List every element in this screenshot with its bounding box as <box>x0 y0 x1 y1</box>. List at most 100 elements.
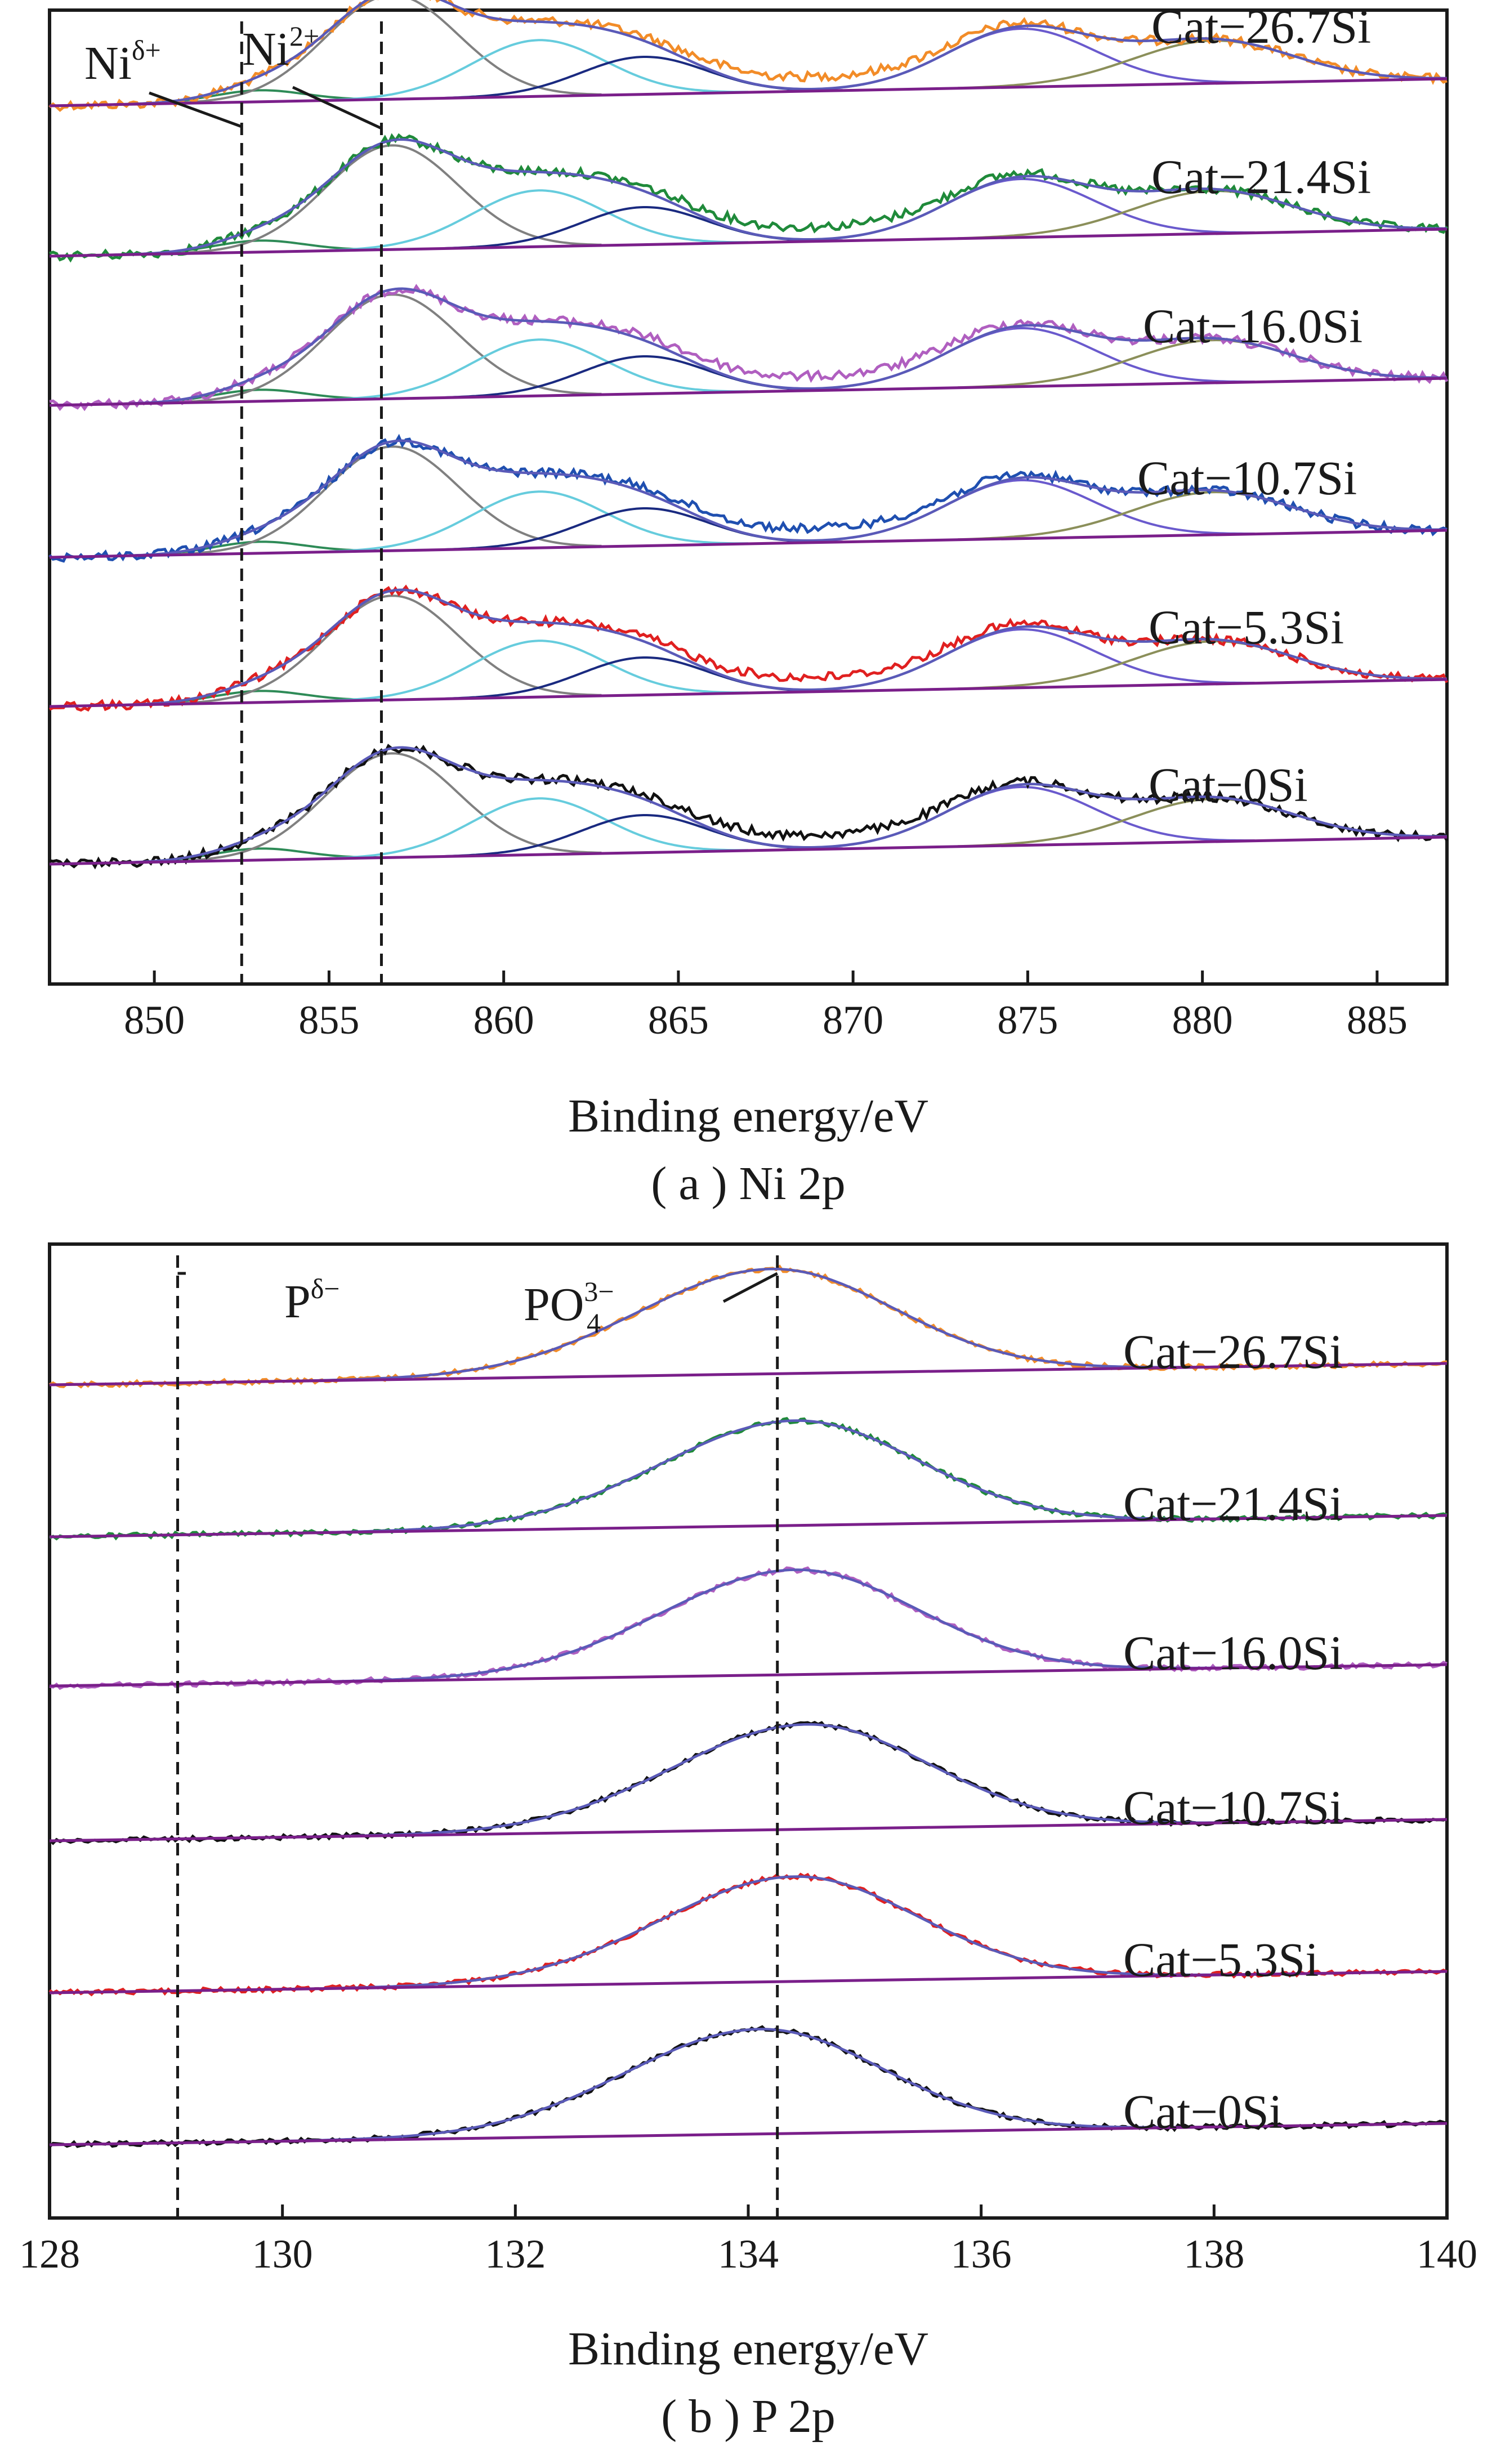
component-peak <box>329 39 748 101</box>
background-line <box>49 77 1448 108</box>
series-label: Cat−16.0Si <box>1123 1626 1343 1680</box>
series-label: Cat−5.3Si <box>1149 600 1344 654</box>
series-label: Cat−26.7Si <box>1151 0 1371 53</box>
reference-label: Pδ− <box>284 1273 340 1328</box>
series-label: Cat−0Si <box>1149 758 1308 812</box>
raw-spectrum-line <box>49 744 1449 870</box>
fit-envelope-line <box>49 439 1447 559</box>
background-line <box>49 529 1448 559</box>
series-label: Cat−10.7Si <box>1123 1781 1343 1835</box>
component-peak <box>329 490 748 553</box>
component-peak <box>182 144 602 254</box>
ni-spectrum: Cat−10.7Si <box>48 433 1448 563</box>
panel-a-x-axis: 850 855 860 865 870 875 880 885 <box>124 971 1408 1043</box>
component-peak <box>329 797 748 860</box>
x-tick-label: 136 <box>951 2232 1012 2277</box>
ni-spectrum: Cat−16.0Si <box>49 284 1449 412</box>
reference-callout-line <box>292 86 382 130</box>
background-line <box>49 1970 1448 1995</box>
background-line <box>49 1663 1448 1688</box>
reference-callout-line <box>722 1272 778 1303</box>
reference-label-sup: δ− <box>311 1273 340 1304</box>
component-peak <box>329 189 748 252</box>
panel-b-xlabel: Binding energy/eV <box>568 2323 928 2375</box>
panel-b-caption: ( b ) P 2p <box>661 2390 836 2443</box>
background-line <box>49 835 1448 866</box>
x-tick-label: 134 <box>718 2232 779 2277</box>
reference-label-sup: 3− <box>584 1276 614 1307</box>
reference-label-base: Ni <box>84 37 132 90</box>
x-tick-label: 130 <box>252 2232 313 2277</box>
component-peak <box>329 338 748 401</box>
component-peak <box>182 752 602 862</box>
background-line <box>49 1514 1448 1539</box>
x-tick-label: 885 <box>1347 998 1408 1043</box>
reference-label: Ni2+ <box>242 20 319 75</box>
background-line <box>49 1818 1448 1843</box>
reference-label-sup: 2+ <box>289 20 319 52</box>
x-tick-label: 128 <box>19 2232 80 2277</box>
p-spectrum: Cat−21.4Si <box>48 1417 1448 1541</box>
x-tick-label: 850 <box>124 998 185 1043</box>
fit-envelope-line <box>49 746 1447 866</box>
reference-label: Niδ+ <box>84 34 161 90</box>
reference-label-base: PO <box>524 1278 584 1331</box>
p-spectrum: Cat−0Si <box>48 2025 1448 2148</box>
fit-envelope-line <box>49 138 1447 258</box>
background-line <box>49 2122 1448 2147</box>
panel-a-series-group: Cat−26.7Si Cat−21.4Si Cat−16.0Si Cat−10.7Si… <box>48 0 1449 870</box>
x-tick-label: 875 <box>997 998 1058 1043</box>
series-label: Cat−16.0Si <box>1143 299 1363 353</box>
component-peak <box>182 0 602 104</box>
ni-spectrum: Cat−5.3Si <box>49 584 1449 712</box>
panel-b-series-group: Cat−26.7Si Cat−21.4Si Cat−16.0Si Cat−10.7Si… <box>48 1264 1448 2148</box>
fit-envelope-line <box>49 588 1447 708</box>
p-spectrum: Cat−16.0Si <box>49 1566 1448 1690</box>
series-label: Cat−21.4Si <box>1151 150 1371 204</box>
fit-envelope-line <box>49 287 1447 407</box>
reference-label-base: P <box>284 1276 311 1328</box>
series-label: Cat−0Si <box>1123 2085 1283 2139</box>
panel-a-frame <box>48 8 1449 986</box>
p-spectrum: Cat−5.3Si <box>48 1872 1448 1997</box>
ni-spectrum: Cat−21.4Si <box>49 133 1449 263</box>
series-label: Cat−21.4Si <box>1123 1477 1343 1531</box>
background-line <box>49 678 1448 708</box>
series-label: Cat−5.3Si <box>1123 1933 1319 1987</box>
panel-b-frame <box>48 1242 1449 2220</box>
background-line <box>49 377 1448 407</box>
raw-spectrum-line <box>48 0 1448 112</box>
x-tick-label: 880 <box>1172 998 1233 1043</box>
ni-spectrum: Cat−0Si <box>49 744 1449 870</box>
x-tick-label: 860 <box>473 998 534 1043</box>
component-peak <box>182 445 602 556</box>
reference-label: PO3− <box>524 1276 614 1331</box>
reference-label-sup: δ+ <box>132 34 161 66</box>
panel-a-caption: ( a ) Ni 2p <box>651 1157 845 1210</box>
x-tick-label: 855 <box>298 998 359 1043</box>
x-tick-label: 870 <box>823 998 883 1043</box>
background-line <box>49 1362 1448 1387</box>
p-spectrum: Cat−26.7Si <box>48 1264 1448 1389</box>
p-spectrum: Cat−10.7Si <box>48 1720 1448 1845</box>
panel-a: Cat−26.7Si Cat−21.4Si Cat−16.0Si Cat−10.7Si… <box>48 0 1449 1210</box>
component-peak <box>329 640 748 702</box>
ni-spectrum: Cat−26.7Si <box>48 0 1448 112</box>
x-tick-label: 865 <box>648 998 709 1043</box>
raw-spectrum-line <box>48 433 1448 563</box>
series-label: Cat−26.7Si <box>1123 1325 1343 1379</box>
x-tick-label: 132 <box>485 2232 546 2277</box>
x-tick-label: 140 <box>1417 2232 1477 2277</box>
reference-callout-line <box>149 91 243 128</box>
panel-b-reference-lines: Pδ− PO3−4 <box>176 1255 779 2218</box>
panel-a-xlabel: Binding energy/eV <box>568 1090 928 1142</box>
x-tick-label: 138 <box>1183 2232 1244 2277</box>
reference-label-base: Ni <box>242 23 289 75</box>
panel-b: Cat−26.7Si Cat−21.4Si Cat−16.0Si Cat−10.7Si… <box>19 1242 1477 2443</box>
raw-spectrum-line <box>49 133 1449 263</box>
panel-a-reference-lines: Niδ+ Ni2+ <box>84 20 383 984</box>
panel-b-x-axis: 128 130 132 134 136 138 140 <box>19 2204 1477 2277</box>
reference-label-sub: 4 <box>587 1307 601 1339</box>
series-label: Cat−10.7Si <box>1137 451 1357 505</box>
